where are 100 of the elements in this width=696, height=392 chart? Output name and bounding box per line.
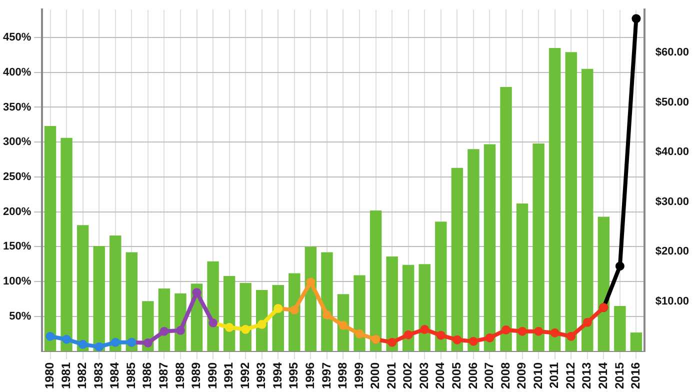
bar bbox=[418, 264, 430, 352]
y-tick-label: 300% bbox=[2, 136, 32, 148]
bar bbox=[582, 68, 594, 352]
point bbox=[257, 320, 266, 329]
bar bbox=[435, 222, 447, 352]
point bbox=[355, 329, 364, 338]
point bbox=[566, 332, 576, 341]
x-tick-label: 1982 bbox=[75, 362, 90, 390]
x-tick-label: 2009 bbox=[514, 362, 529, 390]
x-tick-label: 1980 bbox=[42, 362, 57, 390]
bar bbox=[565, 52, 577, 352]
point bbox=[388, 338, 397, 347]
point bbox=[46, 332, 55, 341]
bar bbox=[207, 261, 219, 352]
x-tick-label: 1996 bbox=[303, 362, 318, 390]
x-tick-label: 1989 bbox=[189, 362, 204, 390]
y-tick-label: 100% bbox=[2, 276, 32, 288]
point bbox=[502, 325, 511, 334]
bar bbox=[548, 48, 561, 352]
point bbox=[94, 342, 104, 352]
x-tick-label: 1983 bbox=[91, 362, 106, 390]
y2-tick-label: $30.00 bbox=[655, 196, 690, 208]
x-tick-label: 2003 bbox=[416, 362, 431, 390]
bar bbox=[500, 87, 512, 352]
point bbox=[143, 338, 152, 348]
x-tick-label: 2015 bbox=[612, 362, 626, 390]
x-tick-label: 2014 bbox=[596, 362, 610, 390]
bar bbox=[532, 143, 544, 352]
x-tick-label: 2010 bbox=[530, 362, 545, 390]
x-tick-label: 2000 bbox=[368, 362, 382, 390]
x-tick-label: 2002 bbox=[400, 362, 415, 390]
point bbox=[78, 340, 88, 349]
x-tick-label: 1992 bbox=[238, 362, 252, 390]
point bbox=[436, 330, 446, 340]
point bbox=[338, 320, 348, 330]
bar bbox=[370, 210, 382, 352]
y-tick-label: 150% bbox=[2, 240, 32, 253]
bar bbox=[402, 264, 414, 352]
bar bbox=[354, 275, 366, 352]
point bbox=[160, 326, 169, 336]
point bbox=[452, 335, 462, 344]
bar bbox=[516, 203, 528, 352]
point bbox=[322, 310, 332, 320]
x-tick-label: 1985 bbox=[124, 362, 138, 390]
bar bbox=[60, 138, 72, 352]
x-tick-label: 2005 bbox=[449, 362, 464, 390]
x-tick-label: 2001 bbox=[384, 362, 398, 390]
bar bbox=[451, 168, 464, 352]
y2-tick-label: $60.00 bbox=[655, 46, 690, 58]
x-tick-label: 1995 bbox=[286, 362, 301, 390]
x-tick-label: 2007 bbox=[482, 362, 496, 390]
point bbox=[306, 278, 316, 287]
x-tick-label: 1998 bbox=[336, 362, 350, 390]
y2-tick-label: $10.00 bbox=[655, 296, 690, 308]
bar bbox=[321, 252, 333, 352]
bar bbox=[126, 252, 138, 352]
y-tick-label: 450% bbox=[2, 32, 32, 44]
y-tick-label: 200% bbox=[2, 206, 32, 218]
bar bbox=[76, 225, 89, 352]
point bbox=[290, 305, 299, 314]
x-tick-label: 1993 bbox=[254, 362, 268, 390]
y-tick-label: 350% bbox=[2, 101, 32, 114]
y2-tick-label: $50.00 bbox=[655, 96, 690, 108]
bar bbox=[484, 144, 496, 352]
point bbox=[485, 333, 494, 342]
point bbox=[62, 334, 72, 344]
y2-tick-label: $20.00 bbox=[655, 246, 690, 258]
point bbox=[615, 262, 624, 271]
y2-tick-label: $40.00 bbox=[655, 146, 690, 158]
x-tick-label: 2011 bbox=[547, 362, 562, 388]
x-tick-label: 2006 bbox=[466, 362, 480, 390]
point bbox=[550, 328, 560, 338]
point bbox=[518, 326, 527, 336]
bar bbox=[110, 236, 122, 352]
bar bbox=[386, 256, 398, 352]
bar bbox=[630, 332, 642, 352]
x-tick-label: 1991 bbox=[222, 362, 236, 390]
x-tick-label: 1990 bbox=[205, 362, 220, 390]
y-tick-label: 250% bbox=[2, 170, 32, 183]
x-tick-label: 2004 bbox=[433, 362, 448, 390]
bar bbox=[598, 216, 610, 352]
point bbox=[468, 336, 478, 346]
bar bbox=[223, 276, 236, 352]
x-tick-label: 1988 bbox=[172, 362, 187, 390]
bar bbox=[468, 149, 480, 352]
x-tick-label: 1986 bbox=[140, 362, 154, 390]
x-tick-label: 1981 bbox=[58, 362, 73, 390]
bar bbox=[614, 306, 626, 352]
x-tick-label: 1987 bbox=[156, 362, 171, 390]
y-tick-label: 400% bbox=[2, 66, 32, 78]
point bbox=[224, 322, 234, 332]
bar bbox=[240, 282, 252, 352]
x-tick-label: 2012 bbox=[563, 362, 578, 390]
bar bbox=[93, 246, 105, 352]
point bbox=[534, 326, 544, 336]
point bbox=[404, 330, 413, 340]
x-tick-label: 1997 bbox=[319, 362, 334, 390]
x-tick-label: 1999 bbox=[352, 362, 366, 390]
point bbox=[110, 338, 120, 347]
x-tick-label: 1984 bbox=[108, 362, 122, 390]
